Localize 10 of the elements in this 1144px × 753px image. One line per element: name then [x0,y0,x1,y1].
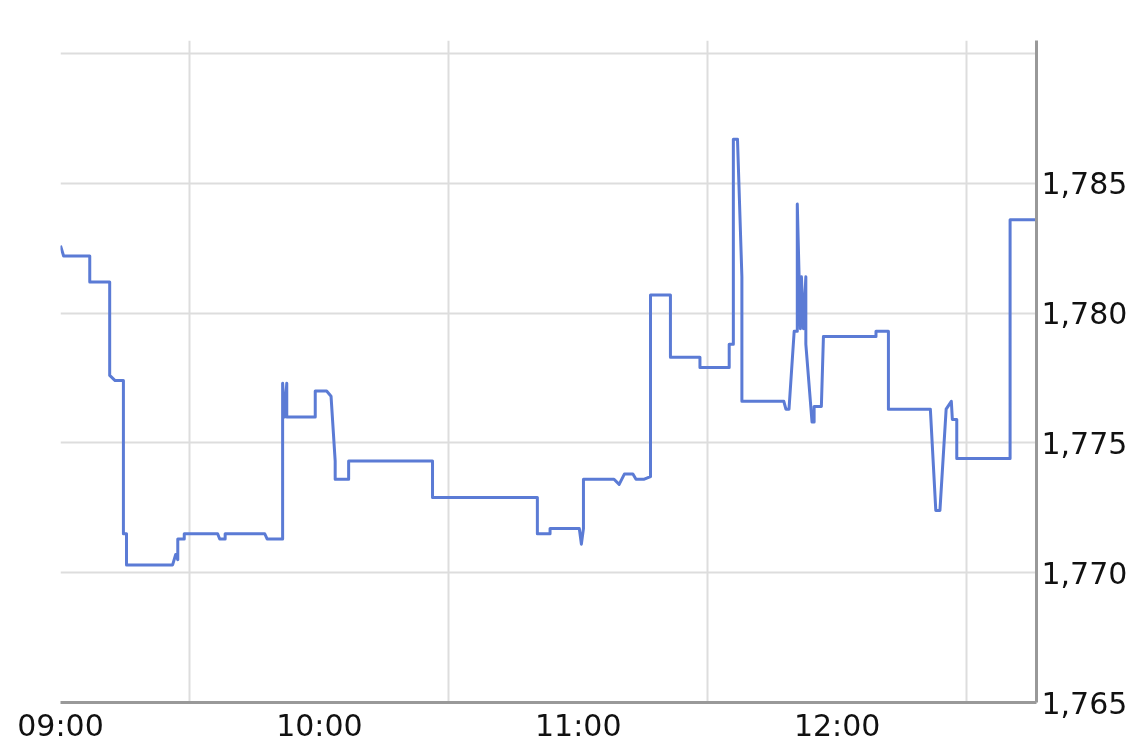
y-tick-label: 1,765 [1041,685,1128,721]
x-tick-label: 11:00 [535,707,622,743]
x-tick-label: 12:00 [793,707,881,743]
y-tick-label: 1,770 [1041,555,1128,591]
line-series [60,137,1037,567]
y-tick-label: 1,780 [1041,296,1128,332]
y-tick-label: 1,785 [1041,166,1128,202]
x-tick-label: 09:00 [17,707,104,743]
x-tick-label: 10:00 [276,707,363,743]
y-tick-label: 1,775 [1041,425,1128,461]
